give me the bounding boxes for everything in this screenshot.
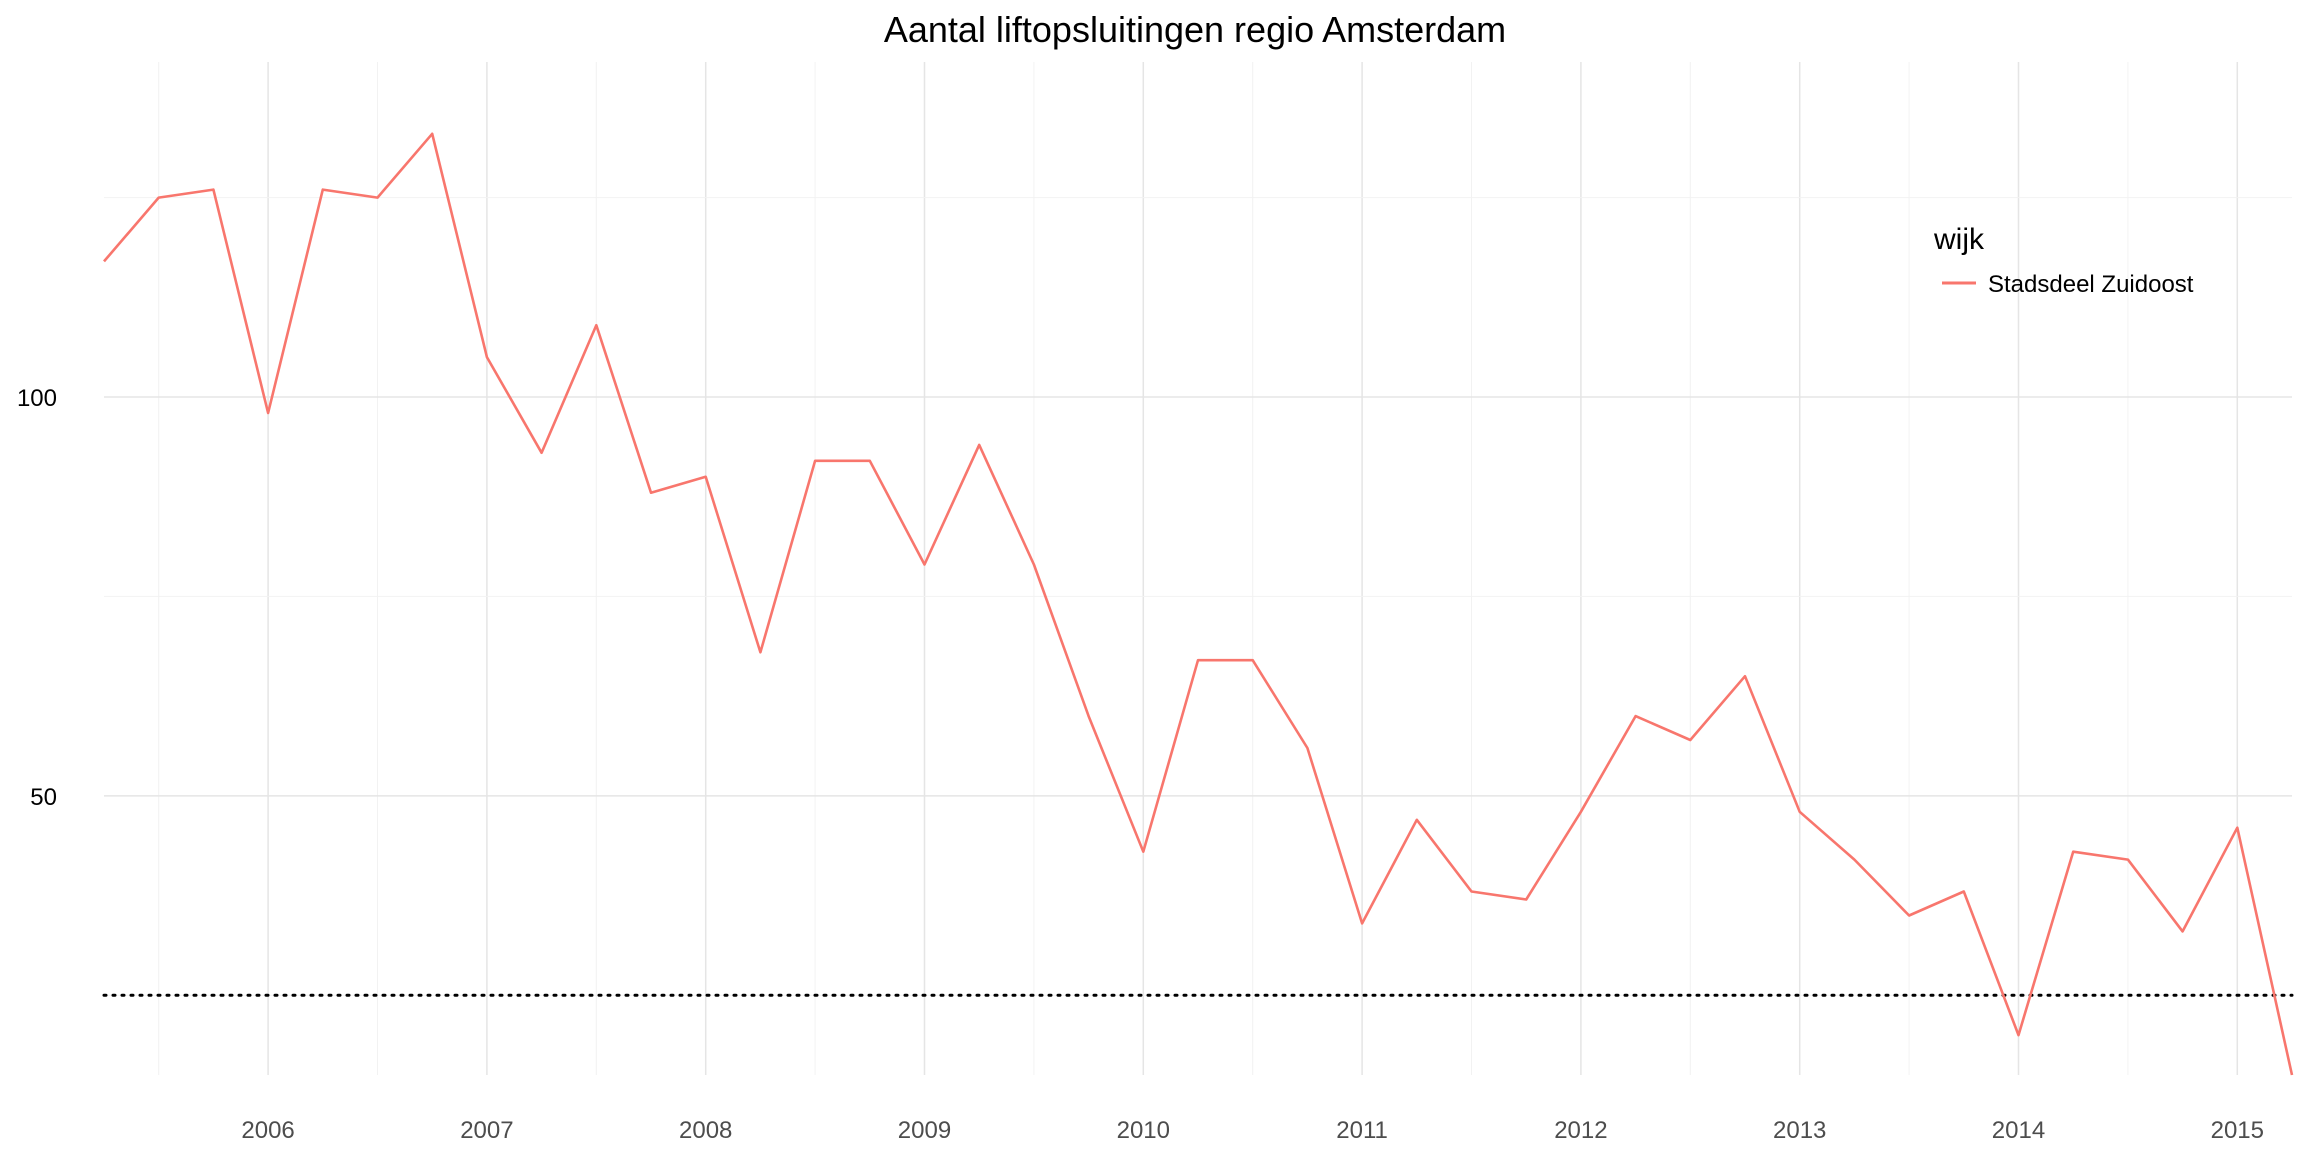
grid — [104, 62, 2292, 1075]
x-tick-label: 2012 — [1554, 1117, 1607, 1144]
x-tick-label: 2006 — [241, 1117, 294, 1144]
x-tick-label: 2013 — [1773, 1117, 1826, 1144]
y-axis-ticks: 50 100 — [17, 385, 57, 811]
x-tick-label: 2010 — [1117, 1117, 1170, 1144]
x-tick-label: 2009 — [898, 1117, 951, 1144]
y-tick-label: 50 — [30, 784, 57, 811]
x-tick-label: 2008 — [679, 1117, 732, 1144]
x-tick-label: 2007 — [460, 1117, 513, 1144]
x-tick-label: 2014 — [1992, 1117, 2045, 1144]
x-tick-label: 2015 — [2211, 1117, 2264, 1144]
legend-title: wijk — [1933, 223, 1985, 256]
x-tick-label: 2011 — [1336, 1117, 1388, 1144]
chart-title: Aantal liftopsluitingen regio Amsterdam — [884, 9, 1506, 50]
series-line-stadsdeel-zuidoost — [103, 132, 2294, 1076]
legend-label-stadsdeel-zuidoost: Stadsdeel Zuidoost — [1988, 271, 2194, 298]
y-tick-label: 100 — [17, 385, 57, 412]
x-axis-ticks: 2006 2007 2008 2009 2010 2011 2012 2013 2014 2015 — [241, 1117, 2264, 1144]
series-group — [103, 132, 2294, 1076]
legend: wijk Stadsdeel Zuidoost — [1933, 223, 2194, 298]
